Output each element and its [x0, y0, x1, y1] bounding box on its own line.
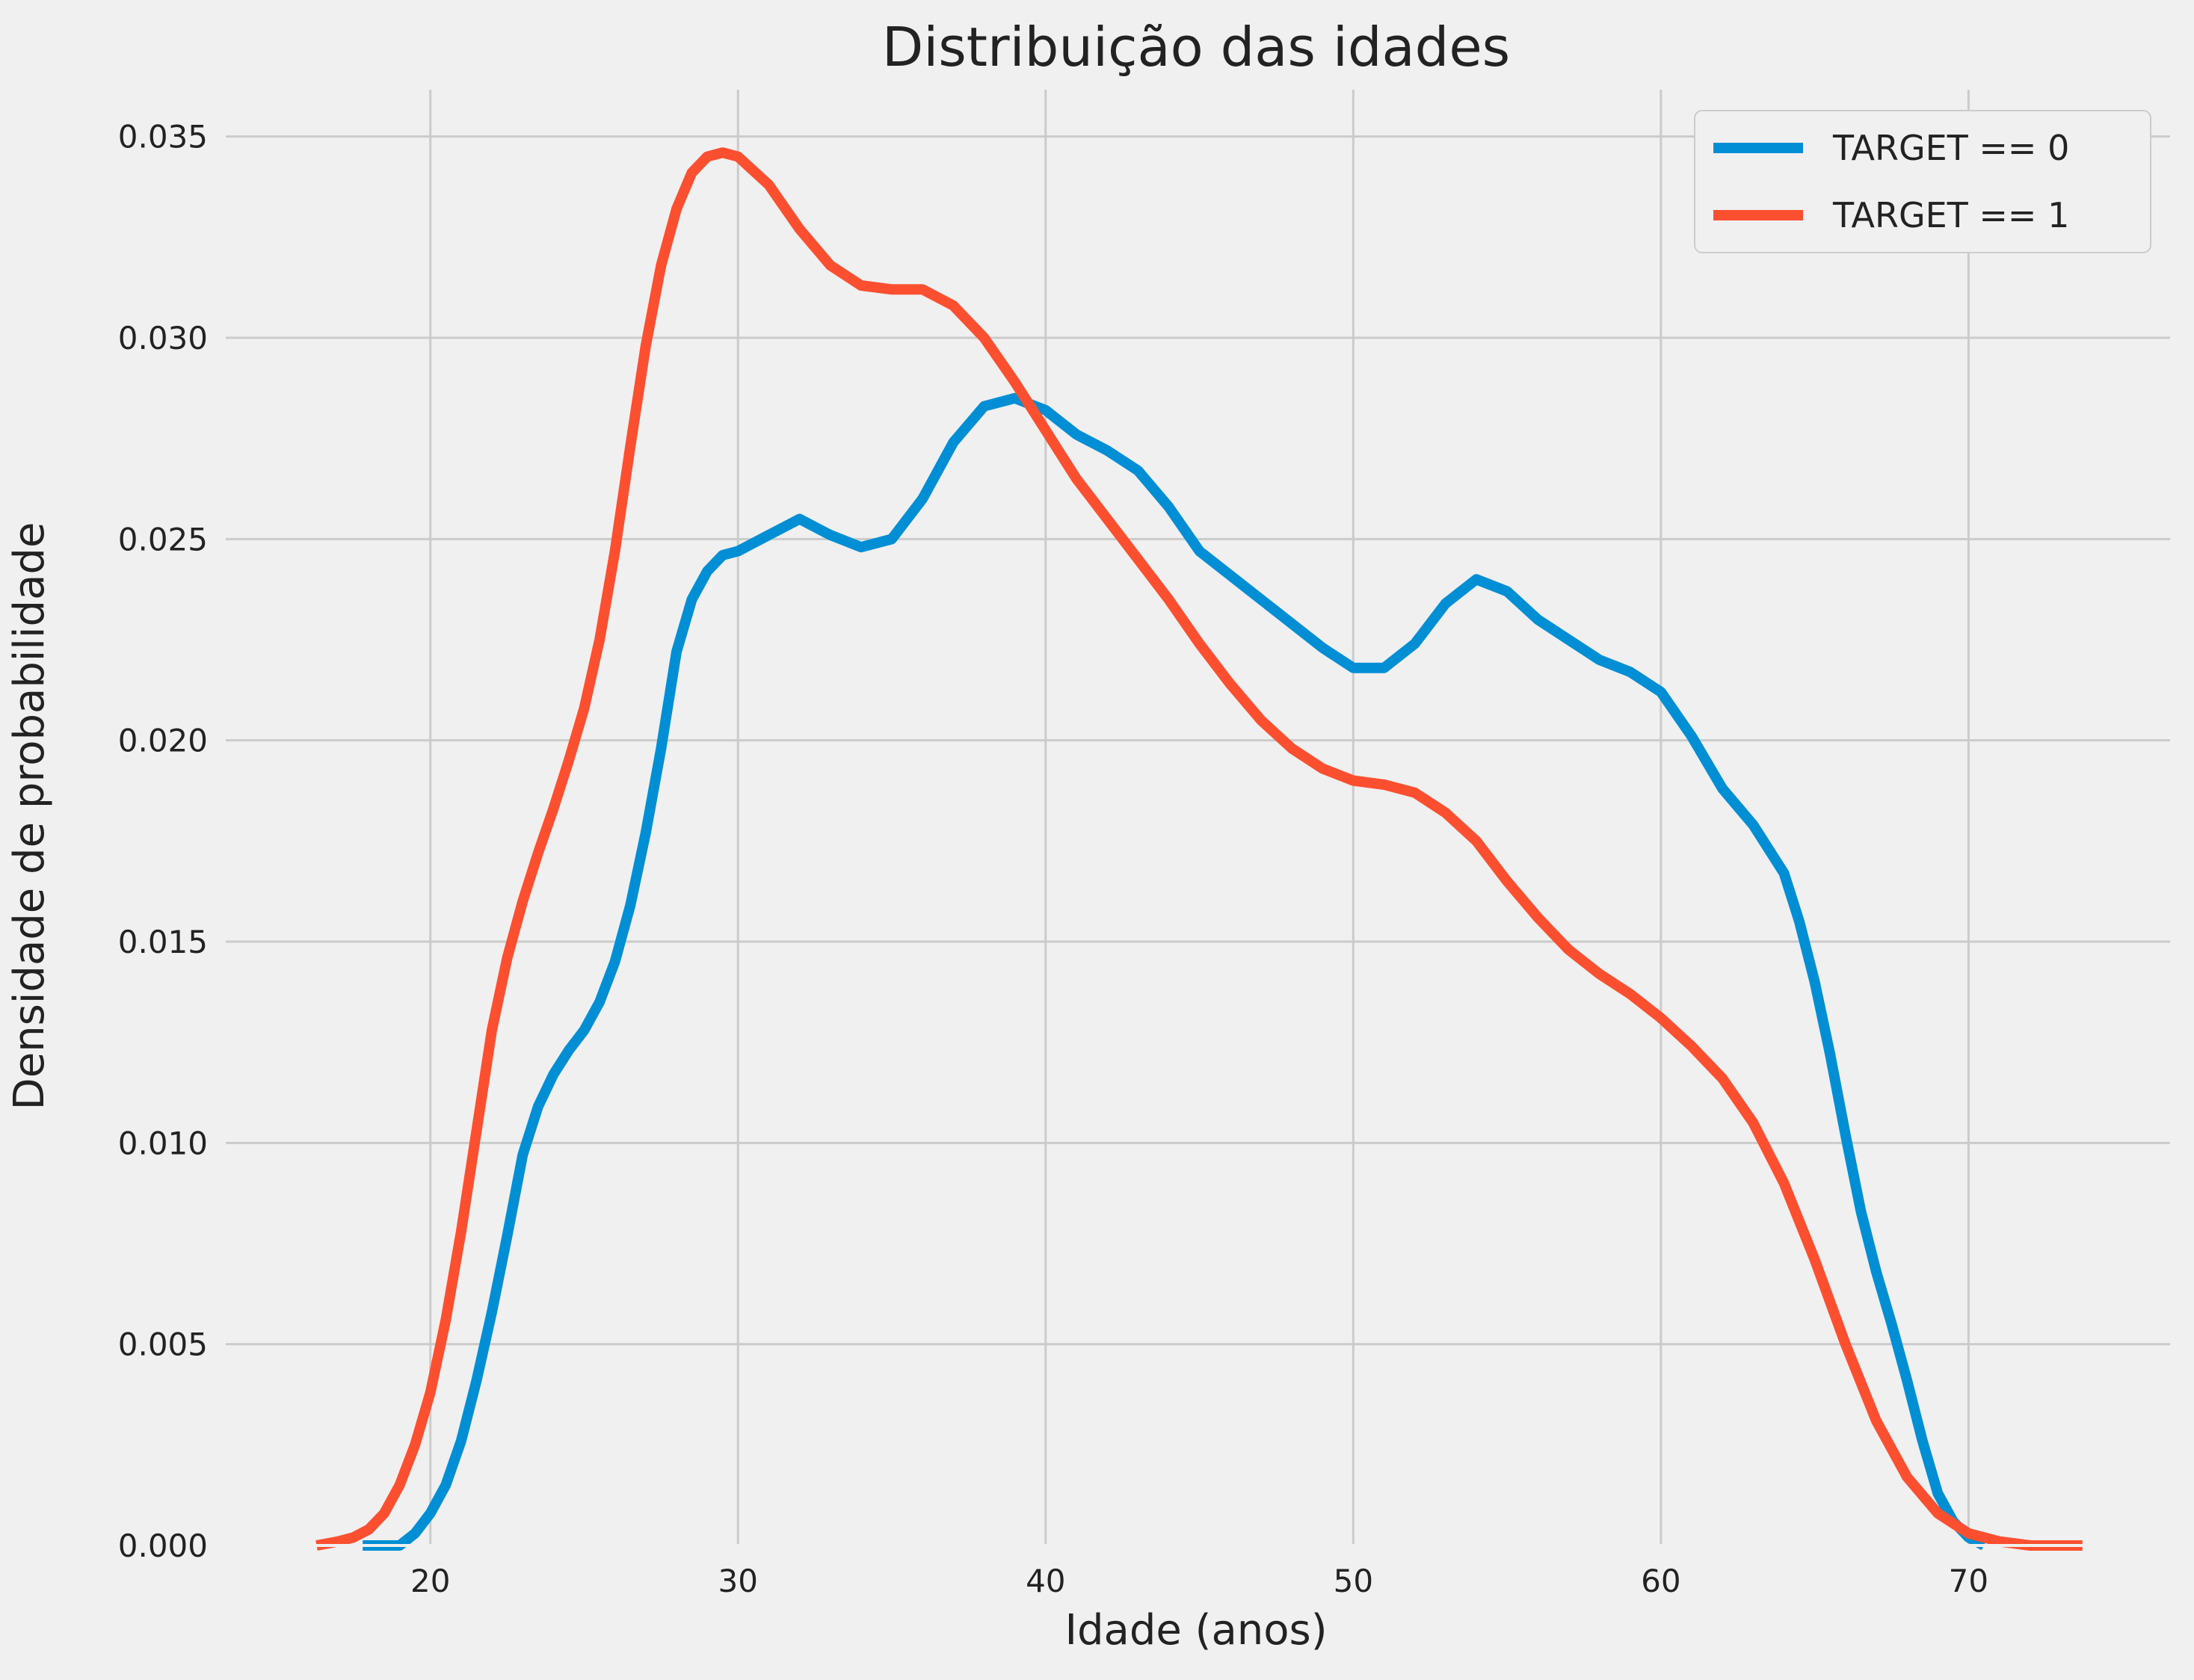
y-tick-label: 0.000: [118, 1528, 208, 1564]
legend-label: TARGET == 0: [1832, 128, 2069, 168]
legend-box: [1694, 110, 2151, 253]
series-line-target-0: [363, 392, 1987, 1551]
x-tick-label: 50: [1334, 1563, 1373, 1599]
x-tick-label: 60: [1641, 1563, 1680, 1599]
x-axis-title: Idade (anos): [1064, 1606, 1327, 1655]
plot-frame: [223, 87, 2173, 1547]
chart-title: Distribuição das idades: [882, 16, 1510, 78]
y-tick-label: 0.015: [118, 924, 208, 960]
y-tick-label: 0.025: [118, 521, 208, 558]
legend: TARGET == 0 TARGET == 1: [1694, 110, 2151, 253]
y-tick-label: 0.035: [118, 119, 208, 155]
plot-background: [224, 88, 2172, 1545]
x-tick-label: 20: [410, 1563, 450, 1599]
y-tick-label: 0.020: [118, 723, 208, 759]
x-tick-label: 30: [718, 1563, 758, 1599]
y-tick-label: 0.010: [118, 1125, 208, 1161]
x-tick-label: 40: [1026, 1563, 1065, 1599]
series-line-target-1: [315, 147, 2083, 1551]
y-tick-label: 0.005: [118, 1327, 208, 1363]
x-tick-label: 70: [1949, 1563, 1988, 1599]
y-tick-label: 0.030: [118, 320, 208, 356]
y-axis-title: Densidade de probabilidade: [5, 522, 54, 1111]
legend-label: TARGET == 1: [1832, 195, 2069, 235]
plot-area: 0.000 0.005 0.010 0.015 0.020 0.025 0.030 0.035…: [118, 87, 2173, 1599]
